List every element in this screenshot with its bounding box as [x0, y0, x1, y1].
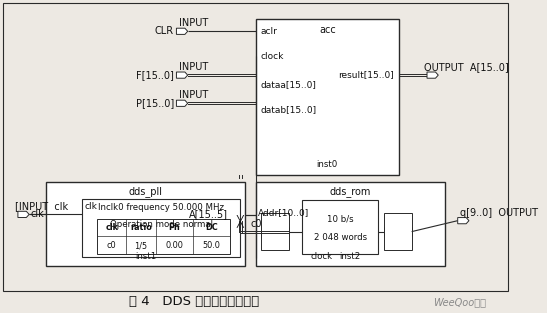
Text: inst1: inst1: [135, 252, 156, 261]
Polygon shape: [177, 100, 188, 106]
Text: Ph: Ph: [168, 223, 180, 232]
Text: datab[15..0]: datab[15..0]: [261, 105, 317, 114]
Text: clock: clock: [311, 252, 333, 261]
Text: DC: DC: [205, 223, 218, 232]
Text: dds_pll: dds_pll: [129, 186, 163, 197]
Text: WeeQoo维库: WeeQoo维库: [433, 297, 486, 307]
Polygon shape: [458, 218, 469, 224]
Text: Addr[10..0]: Addr[10..0]: [258, 208, 310, 217]
Bar: [302, 200, 379, 254]
Text: dataa[15..0]: dataa[15..0]: [261, 80, 317, 89]
Polygon shape: [177, 28, 188, 34]
Text: [INPUT  clk: [INPUT clk: [15, 202, 68, 212]
Bar: [82, 199, 240, 257]
Text: c0: c0: [251, 219, 262, 229]
Bar: [46, 182, 246, 266]
Text: F[15..0]: F[15..0]: [136, 70, 174, 80]
Text: clk: clk: [105, 223, 118, 232]
Text: c0: c0: [107, 241, 117, 250]
Text: 0.00: 0.00: [165, 241, 183, 250]
Text: acc: acc: [319, 25, 336, 35]
Text: INPUT: INPUT: [179, 18, 209, 28]
Bar: [383, 213, 412, 250]
Text: CLR: CLR: [155, 26, 174, 36]
Text: dds_rom: dds_rom: [330, 186, 371, 197]
Bar: [261, 213, 289, 250]
Text: INPUT: INPUT: [179, 62, 209, 72]
Text: Inclk0 frequency 50.000 MHz: Inclk0 frequency 50.000 MHz: [98, 203, 224, 213]
Text: clk: clk: [31, 209, 44, 219]
Polygon shape: [177, 72, 188, 78]
Text: 1/5: 1/5: [135, 241, 148, 250]
Bar: [255, 19, 399, 175]
Text: clock: clock: [261, 52, 284, 61]
Text: result[15..0]: result[15..0]: [338, 71, 394, 80]
Bar: [255, 182, 445, 266]
Text: A[15..5]: A[15..5]: [189, 209, 228, 219]
Text: INPUT: INPUT: [179, 90, 209, 100]
Text: Operation mode normal: Operation mode normal: [109, 220, 213, 229]
Polygon shape: [427, 72, 438, 78]
Text: P[15..0]: P[15..0]: [136, 98, 174, 108]
Text: 50.0: 50.0: [202, 241, 220, 250]
Text: 10 b/s: 10 b/s: [327, 214, 353, 223]
Text: inst0: inst0: [317, 160, 338, 169]
Bar: [97, 219, 230, 254]
Polygon shape: [18, 211, 29, 218]
Text: q[9..0]  OUTPUT: q[9..0] OUTPUT: [460, 208, 538, 218]
Text: 2 048 words: 2 048 words: [313, 233, 366, 242]
Text: ╳: ╳: [237, 214, 244, 227]
Text: clk: clk: [84, 203, 97, 211]
Text: ratio: ratio: [130, 223, 152, 232]
Text: 图 4   DDS 的核心电路模块图: 图 4 DDS 的核心电路模块图: [129, 295, 259, 308]
Text: inst2: inst2: [340, 252, 361, 261]
Text: OUTPUT  A[15..0]: OUTPUT A[15..0]: [424, 62, 509, 72]
Text: aclr: aclr: [261, 27, 278, 36]
